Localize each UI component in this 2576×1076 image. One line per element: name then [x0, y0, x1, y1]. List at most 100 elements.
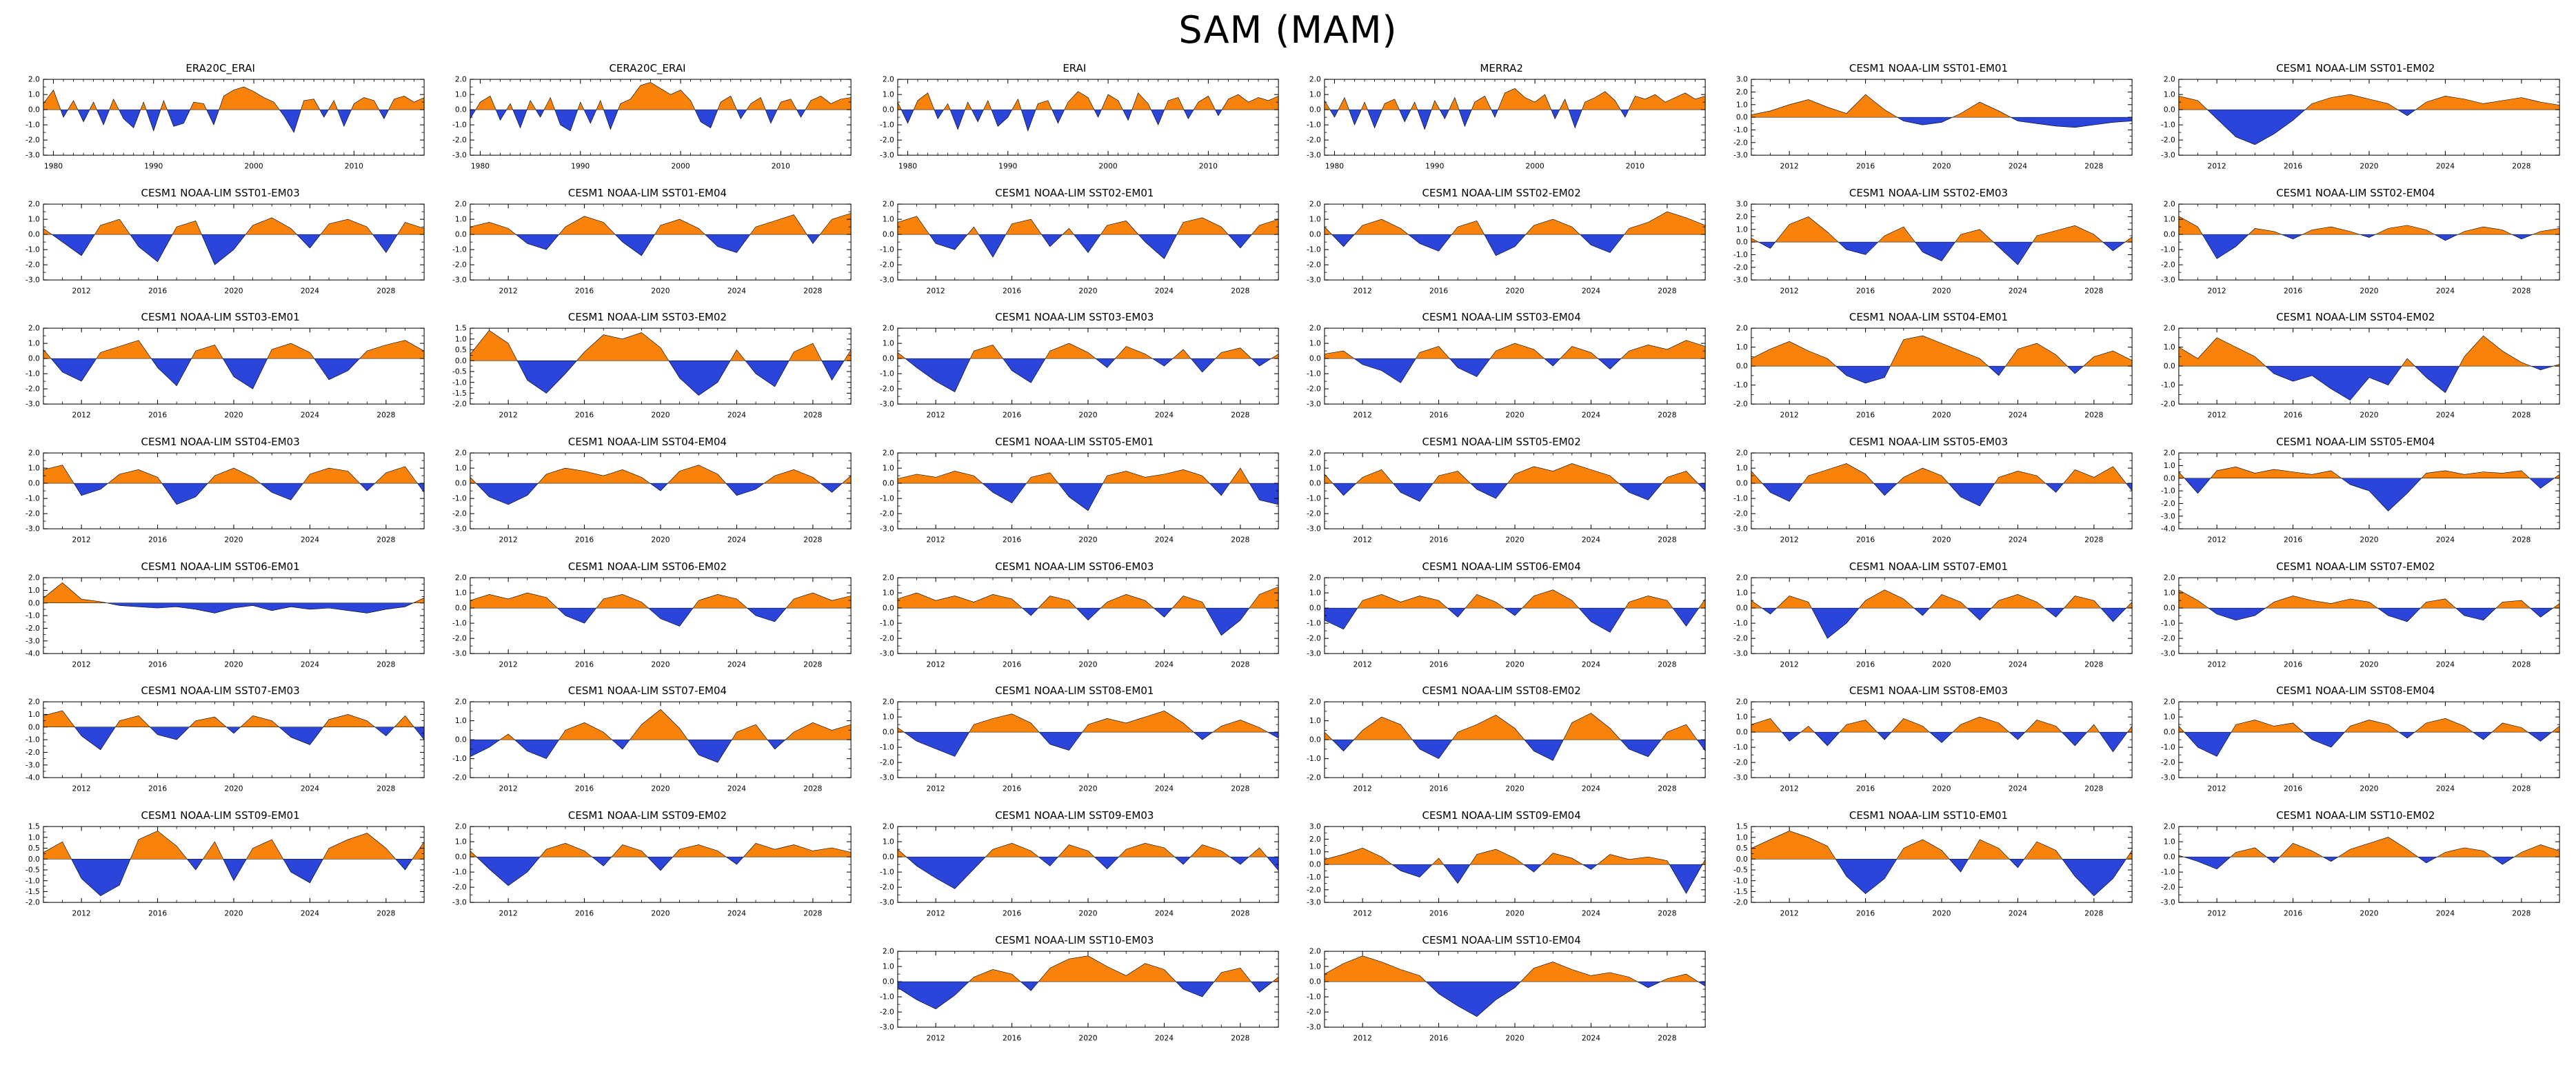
svg-text:2016: 2016: [1429, 411, 1448, 420]
chart-title: CESM1 NOAA-LIM SST08-EM03: [1849, 684, 2009, 698]
svg-text:0.0: 0.0: [455, 479, 467, 488]
svg-text:2024: 2024: [727, 784, 746, 793]
svg-text:2012: 2012: [1780, 909, 1799, 918]
chart-plot: 1.5 1.00.5 0.0 -0.5 -1.0 -1.5 -2.0 2012 2016 2020…: [452, 324, 852, 420]
svg-text:0.5: 0.5: [1736, 844, 1748, 853]
svg-text:-2.0: -2.0: [452, 633, 467, 642]
svg-text:-1.0: -1.0: [452, 868, 467, 877]
svg-text:-2.0: -2.0: [452, 509, 467, 518]
svg-text:2020: 2020: [1505, 909, 1524, 918]
chart-panel: CESM1 NOAA-LIM SST02-EM03 3.0 2.0 1.0 0.0 -1.…: [1718, 186, 2139, 300]
svg-text:2012: 2012: [926, 286, 945, 295]
chart-panel: CESM1 NOAA-LIM SST02-EM04 2.0 1.0 0.0 -1.0 -2…: [2145, 186, 2566, 300]
svg-text:2012: 2012: [926, 411, 945, 420]
svg-text:2.0: 2.0: [28, 449, 40, 458]
svg-text:-1.0: -1.0: [880, 743, 894, 752]
svg-text:1.0: 1.0: [882, 339, 894, 348]
svg-text:2012: 2012: [926, 660, 945, 669]
svg-text:-3.0: -3.0: [880, 400, 894, 409]
svg-text:-3.0: -3.0: [26, 636, 40, 645]
svg-text:2028: 2028: [804, 536, 823, 545]
svg-text:1.0: 1.0: [1736, 833, 1748, 842]
svg-text:2028: 2028: [1658, 286, 1676, 295]
svg-text:-2.0: -2.0: [1307, 260, 1321, 269]
svg-text:0.0: 0.0: [1736, 728, 1748, 737]
svg-text:2020: 2020: [652, 784, 670, 793]
svg-text:-2.0: -2.0: [1733, 509, 1748, 518]
chart-panel: ERA20C_ERAI 2.0 1.0 0.0 -1.0 -2.0 -3.0 1980 1990…: [10, 61, 431, 175]
svg-text:2028: 2028: [2085, 411, 2104, 420]
svg-text:2016: 2016: [575, 784, 594, 793]
chart-plot: 2.0 1.0 0.0 -1.0 -2.0 -3.0 2012 2016 2020 2024 202…: [26, 449, 425, 545]
chart-panel: CESM1 NOAA-LIM SST01-EM01 3.0 2.0 1.0 0.0 -1.…: [1718, 61, 2139, 175]
svg-text:2024: 2024: [301, 784, 319, 793]
svg-text:2012: 2012: [1780, 411, 1799, 420]
svg-text:2020: 2020: [1505, 784, 1524, 793]
svg-text:2020: 2020: [1505, 1033, 1524, 1042]
svg-text:-2.0: -2.0: [1307, 885, 1321, 894]
svg-text:2020: 2020: [1933, 909, 1951, 918]
svg-text:2016: 2016: [2284, 536, 2302, 545]
chart-panel: CESM1 NOAA-LIM SST08-EM03 2.0 1.0 0.0 -1.0 -2…: [1718, 684, 2139, 798]
svg-text:2010: 2010: [772, 162, 790, 171]
svg-text:1980: 1980: [898, 162, 917, 171]
svg-text:2024: 2024: [301, 660, 319, 669]
svg-text:2024: 2024: [2436, 162, 2455, 171]
svg-text:1.0: 1.0: [1309, 962, 1321, 971]
svg-text:2028: 2028: [2512, 909, 2530, 918]
svg-text:2016: 2016: [148, 909, 167, 918]
svg-text:-1.0: -1.0: [2161, 868, 2175, 877]
svg-text:-2.0: -2.0: [880, 633, 894, 642]
svg-text:2012: 2012: [72, 909, 91, 918]
svg-text:-1.0: -1.0: [1733, 494, 1748, 503]
chart-panel: CESM1 NOAA-LIM SST01-EM03 2.0 1.0 0.0 -1.0 -2…: [10, 186, 431, 300]
svg-text:-2.0: -2.0: [26, 748, 40, 757]
svg-text:3.0: 3.0: [1309, 822, 1321, 831]
chart-title: CESM1 NOAA-LIM SST05-EM04: [2276, 436, 2435, 449]
svg-text:-2.0: -2.0: [452, 883, 467, 892]
svg-text:2012: 2012: [1354, 1033, 1372, 1042]
svg-text:1.0: 1.0: [1736, 225, 1748, 234]
chart-title: CESM1 NOAA-LIM SST03-EM02: [567, 311, 727, 324]
chart-panel: CESM1 NOAA-LIM SST06-EM04 2.0 1.0 0.0 -1.0 -2…: [1291, 560, 1712, 673]
svg-text:0.0: 0.0: [455, 853, 467, 862]
chart-plot: 2.0 1.0 0.0 -1.0 -2.0 -3.0 2012 2016 2020 2024 202…: [1307, 324, 1706, 420]
chart-title: CESM1 NOAA-LIM SST10-EM01: [1849, 809, 2009, 822]
svg-text:2024: 2024: [301, 411, 319, 420]
svg-text:2000: 2000: [244, 162, 263, 171]
svg-text:-2.0: -2.0: [452, 260, 467, 269]
svg-text:0.0: 0.0: [1736, 362, 1748, 371]
svg-text:2016: 2016: [575, 286, 594, 295]
svg-text:2000: 2000: [1098, 162, 1117, 171]
chart-title: CESM1 NOAA-LIM SST09-EM02: [567, 809, 727, 822]
svg-text:0.0: 0.0: [1309, 230, 1321, 238]
chart-panel: CESM1 NOAA-LIM SST05-EM01 2.0 1.0 0.0 -1.0 -2…: [864, 435, 1285, 549]
svg-text:2024: 2024: [727, 536, 746, 545]
svg-text:2024: 2024: [727, 411, 746, 420]
svg-text:2024: 2024: [1582, 411, 1600, 420]
chart-title: CESM1 NOAA-LIM SST08-EM02: [1422, 684, 1581, 698]
svg-text:2016: 2016: [2284, 162, 2302, 171]
svg-text:2016: 2016: [2284, 784, 2302, 793]
svg-text:0.0: 0.0: [1736, 237, 1748, 246]
svg-text:2012: 2012: [2207, 784, 2226, 793]
svg-text:-1.0: -1.0: [26, 735, 40, 744]
svg-text:-2.0: -2.0: [1307, 136, 1321, 145]
svg-text:-2.0: -2.0: [1307, 1007, 1321, 1016]
svg-text:-1.5: -1.5: [452, 389, 467, 398]
chart-panel: CESM1 NOAA-LIM SST08-EM01 2.0 1.0 0.0 -1.0 -2…: [864, 684, 1285, 798]
chart-title: ERAI: [1063, 62, 1087, 74]
svg-text:-3.0: -3.0: [2161, 151, 2175, 160]
svg-text:0.0: 0.0: [882, 853, 894, 862]
svg-text:-3.0: -3.0: [880, 773, 894, 782]
svg-text:2028: 2028: [2512, 162, 2530, 171]
svg-text:2.0: 2.0: [455, 449, 467, 458]
svg-text:2024: 2024: [2009, 162, 2027, 171]
svg-text:2012: 2012: [2207, 411, 2226, 420]
svg-text:2012: 2012: [72, 784, 91, 793]
svg-text:2028: 2028: [1658, 660, 1676, 669]
svg-text:2016: 2016: [2284, 660, 2302, 669]
svg-text:2.0: 2.0: [2163, 573, 2175, 582]
svg-text:-3.0: -3.0: [2161, 898, 2175, 907]
chart-panel: CESM1 NOAA-LIM SST03-EM02 1.5 1.0 0.5 0.0 -0.…: [436, 310, 858, 424]
